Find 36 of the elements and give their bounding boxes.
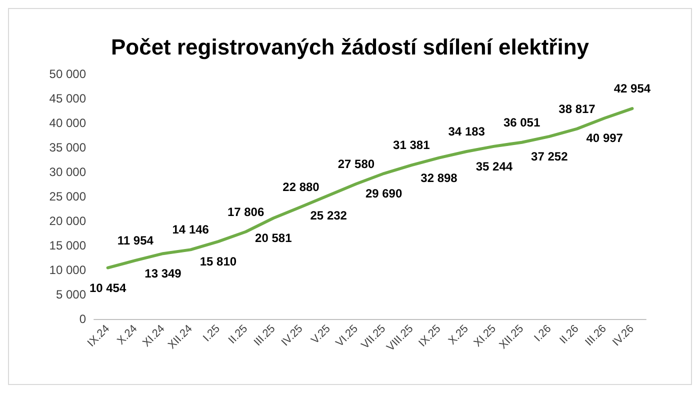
data-label: 11 954	[117, 233, 154, 248]
y-tick-label: 30 000	[49, 165, 86, 179]
data-label: 22 880	[282, 180, 320, 194]
x-tick-label: II.26	[558, 322, 582, 346]
data-label: 40 997	[586, 131, 624, 146]
data-label: 10 454	[89, 280, 126, 295]
data-label: 13 349	[144, 266, 182, 281]
data-label: 29 690	[365, 186, 402, 201]
data-label: 31 381	[393, 138, 430, 152]
data-label: 36 051	[503, 115, 540, 130]
data-label: 20 581	[255, 231, 292, 246]
x-tick-label: I.25	[200, 322, 222, 344]
y-tick-label: 50 000	[49, 67, 86, 81]
data-label: 35 244	[476, 159, 513, 174]
data-label: 32 898	[420, 170, 458, 185]
x-tick-label: V.25	[309, 322, 333, 347]
data-label: 17 806	[227, 204, 264, 219]
data-label: 25 232	[310, 208, 348, 222]
y-tick-label: 45 000	[49, 92, 86, 106]
chart-title: Počet registrovaných žádostí sdílení elektřiny	[110, 34, 590, 60]
y-tick-label: 0	[79, 312, 86, 326]
data-label: 15 810	[200, 254, 237, 269]
y-tick-label: 15 000	[49, 238, 86, 252]
data-label: 27 580	[338, 156, 375, 171]
x-tick-label: I.26	[532, 322, 554, 344]
y-tick-label: 25 000	[49, 190, 86, 204]
data-label: 34 183	[448, 124, 486, 139]
y-tick-label: 5 000	[56, 288, 86, 302]
data-label: 14 146	[172, 222, 210, 237]
data-label: 38 817	[558, 102, 596, 116]
y-tick-label: 40 000	[49, 116, 86, 130]
data-label: 42 954	[614, 82, 651, 96]
y-tick-label: 35 000	[49, 140, 86, 154]
y-tick-label: 10 000	[49, 263, 86, 277]
data-label: 37 252	[531, 149, 568, 164]
y-tick-label: 20 000	[49, 214, 86, 228]
